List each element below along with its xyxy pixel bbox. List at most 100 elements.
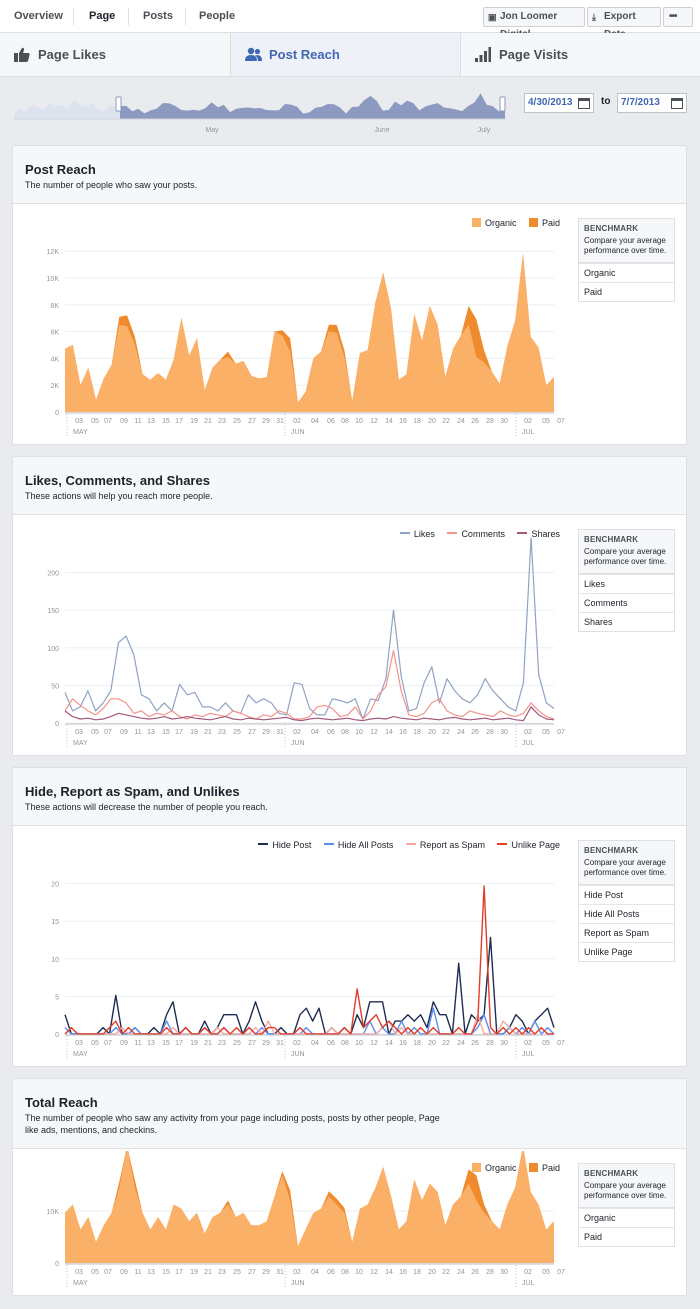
x-tick-label: 07 bbox=[557, 729, 565, 736]
benchmark-option[interactable]: Hide Post bbox=[579, 885, 674, 904]
x-tick-label: 07 bbox=[557, 1269, 565, 1276]
subtab-post-reach[interactable]: Post Reach bbox=[231, 33, 460, 76]
x-tick-label: 03 bbox=[75, 1269, 83, 1276]
card-title: Total Reach bbox=[25, 1095, 98, 1110]
x-tick-label: 26 bbox=[471, 418, 479, 425]
y-tick-label: 0 bbox=[55, 1032, 59, 1039]
benchmark-option[interactable]: Comments bbox=[579, 593, 674, 612]
benchmark-description: Compare your average performance over ti… bbox=[584, 1181, 667, 1200]
benchmark-option[interactable]: Hide All Posts bbox=[579, 904, 674, 923]
timeline-overview-chart[interactable]: May June July bbox=[0, 77, 520, 145]
x-month-label: JUN bbox=[291, 429, 305, 436]
legend-label: Hide Post bbox=[272, 840, 312, 850]
date-range-to-label: to bbox=[601, 96, 611, 107]
x-tick-label: 15 bbox=[162, 1040, 170, 1047]
account-button[interactable]: ▣ Jon Loomer Digital bbox=[483, 7, 585, 40]
end-date-input[interactable]: 7/7/2013 bbox=[617, 93, 687, 113]
x-tick-label: 21 bbox=[204, 418, 212, 425]
legend-item-hide-post[interactable]: Hide Post bbox=[258, 840, 311, 850]
legend-swatch bbox=[528, 1163, 538, 1172]
legend-item-hide-all-posts[interactable]: Hide All Posts bbox=[323, 840, 394, 850]
subtab-page-visits[interactable]: Page Visits bbox=[461, 33, 700, 76]
x-month-label: MAY bbox=[73, 1280, 88, 1287]
x-tick-label: 28 bbox=[486, 418, 494, 425]
timeline-left-handle[interactable] bbox=[115, 96, 122, 112]
subtab-page-likes[interactable]: Page Likes bbox=[0, 33, 230, 76]
legend-item-organic[interactable]: Organic bbox=[471, 218, 517, 228]
benchmark-option[interactable]: Paid bbox=[579, 282, 674, 301]
legend-label: Report as Spam bbox=[419, 840, 485, 850]
start-date-input[interactable]: 4/30/2013 bbox=[524, 93, 594, 113]
legend-item-paid[interactable]: Paid bbox=[528, 218, 560, 228]
x-tick-label: 24 bbox=[457, 729, 465, 736]
legend-label: Paid bbox=[541, 218, 560, 228]
legend-item-comments[interactable]: Comments bbox=[447, 529, 505, 539]
chart-legend: Organic Paid bbox=[462, 1163, 560, 1173]
tab-people[interactable]: People bbox=[199, 10, 236, 22]
end-date-value: 7/7/2013 bbox=[621, 97, 660, 108]
x-tick-label: 30 bbox=[500, 1040, 508, 1047]
x-tick-label: 23 bbox=[218, 418, 226, 425]
timeline-range-selector: May June July 4/30/2013 to 7/7/2013 bbox=[0, 77, 700, 145]
benchmark-description: Compare your average performance over ti… bbox=[584, 236, 667, 255]
organic-area bbox=[65, 1151, 554, 1263]
post-reach-chart[interactable]: 0 2K 4K 6K 8K 10K 12K 03 05 07 09 11 13 15 17 19 21 23 25 2… bbox=[13, 206, 573, 446]
legend-swatch bbox=[471, 1163, 481, 1172]
legend-item-shares[interactable]: Shares bbox=[517, 529, 560, 539]
x-tick-label: 09 bbox=[120, 1269, 128, 1276]
benchmark-option[interactable]: Shares bbox=[579, 612, 674, 631]
benchmark-option[interactable]: Likes bbox=[579, 574, 674, 593]
timeline-area-selected bbox=[120, 93, 505, 119]
benchmark-option[interactable]: Paid bbox=[579, 1227, 674, 1246]
benchmark-header: BENCHMARK Compare your average performan… bbox=[579, 1164, 674, 1208]
legend-item-likes[interactable]: Likes bbox=[399, 529, 435, 539]
x-tick-label: 11 bbox=[134, 1269, 141, 1276]
more-options-button[interactable]: ••• bbox=[663, 7, 693, 27]
legend-label: Unlike Page bbox=[511, 840, 560, 850]
series-line-hide-all-posts bbox=[64, 1007, 555, 1035]
y-tick-label: 150 bbox=[47, 608, 59, 615]
total-reach-chart[interactable]: 0 10K 03 05 07 09 11 13 15 17 19 21 23 25 27 29 31 02 04 06… bbox=[13, 1151, 573, 1297]
card-title: Likes, Comments, and Shares bbox=[25, 473, 210, 488]
legend-item-organic[interactable]: Organic bbox=[471, 1163, 516, 1173]
legend-item-report-spam[interactable]: Report as Spam bbox=[405, 840, 485, 850]
y-tick-label: 2K bbox=[50, 383, 59, 390]
legend-label: Paid bbox=[541, 1163, 560, 1173]
x-tick-label: 02 bbox=[293, 729, 301, 736]
x-tick-label: 21 bbox=[204, 729, 212, 736]
x-tick-label: 16 bbox=[399, 1269, 407, 1276]
calendar-icon[interactable] bbox=[578, 98, 590, 109]
x-tick-label: 13 bbox=[147, 1040, 155, 1047]
x-tick-label: 02 bbox=[293, 1040, 301, 1047]
legend-item-paid[interactable]: Paid bbox=[528, 1163, 560, 1173]
x-tick-label: 05 bbox=[91, 1269, 99, 1276]
x-tick-label: 10 bbox=[355, 1269, 363, 1276]
x-tick-label: 21 bbox=[204, 1040, 212, 1047]
legend-swatch bbox=[528, 218, 538, 227]
benchmark-option[interactable]: Organic bbox=[579, 263, 674, 282]
x-tick-label: 06 bbox=[327, 1269, 335, 1276]
legend-swatch bbox=[447, 532, 458, 534]
legend-label: Comments bbox=[461, 529, 505, 539]
benchmark-option[interactable]: Unlike Page bbox=[579, 942, 674, 961]
card-header: Hide, Report as Spam, and Unlikes These … bbox=[13, 768, 686, 826]
x-tick-label: 02 bbox=[524, 418, 532, 425]
x-tick-label: 26 bbox=[471, 729, 479, 736]
x-tick-label: 08 bbox=[341, 418, 349, 425]
calendar-icon[interactable] bbox=[671, 98, 683, 109]
card-title: Post Reach bbox=[25, 162, 96, 177]
legend-label: Organic bbox=[484, 218, 517, 228]
legend-item-unlike-page[interactable]: Unlike Page bbox=[497, 840, 560, 850]
export-data-button[interactable]: ⤓ Export Data bbox=[587, 7, 661, 40]
benchmark-option[interactable]: Report as Spam bbox=[579, 923, 674, 942]
benchmark-option[interactable]: Organic bbox=[579, 1208, 674, 1227]
tab-overview[interactable]: Overview bbox=[14, 10, 63, 22]
tab-posts[interactable]: Posts bbox=[143, 10, 173, 22]
legend-label: Hide All Posts bbox=[337, 840, 394, 850]
timeline-right-handle[interactable] bbox=[499, 96, 506, 112]
x-tick-label: 22 bbox=[442, 418, 450, 425]
x-tick-label: 14 bbox=[385, 1040, 393, 1047]
tab-page[interactable]: Page bbox=[89, 10, 116, 22]
